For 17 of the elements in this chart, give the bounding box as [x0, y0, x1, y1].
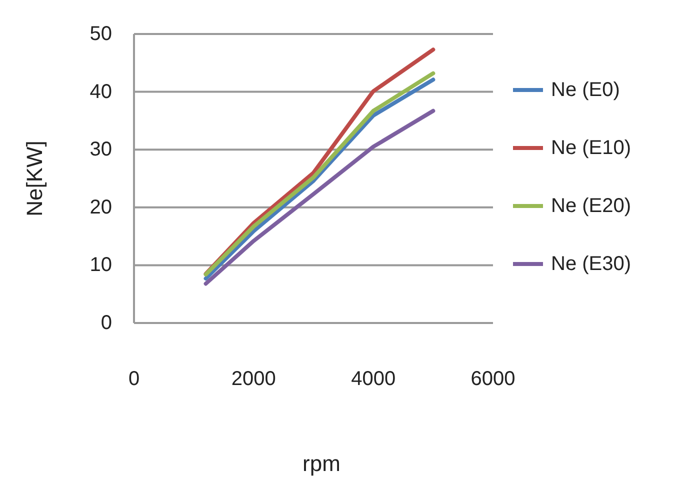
- y-axis-title: Ne[KW]: [22, 140, 47, 216]
- x-tick-label: 4000: [351, 368, 396, 390]
- x-axis-title: rpm: [302, 451, 340, 476]
- y-tick-label: 0: [100, 312, 112, 334]
- y-tick-label: 50: [90, 23, 112, 45]
- y-tick-label: 20: [90, 196, 112, 218]
- legend-label: Ne (E10): [551, 137, 632, 159]
- y-tick-label: 30: [90, 138, 112, 161]
- legend-label: Ne (E20): [551, 195, 632, 217]
- x-tick-label: 2000: [231, 368, 276, 390]
- legend-label: Ne (E0): [551, 79, 620, 101]
- y-tick-label: 40: [90, 80, 112, 103]
- x-tick-label: 6000: [470, 368, 516, 390]
- x-tick-label: 0: [128, 368, 140, 390]
- y-tick-label: 10: [90, 254, 112, 276]
- legend-label: Ne (E30): [551, 253, 632, 275]
- line-series: [204, 108, 436, 286]
